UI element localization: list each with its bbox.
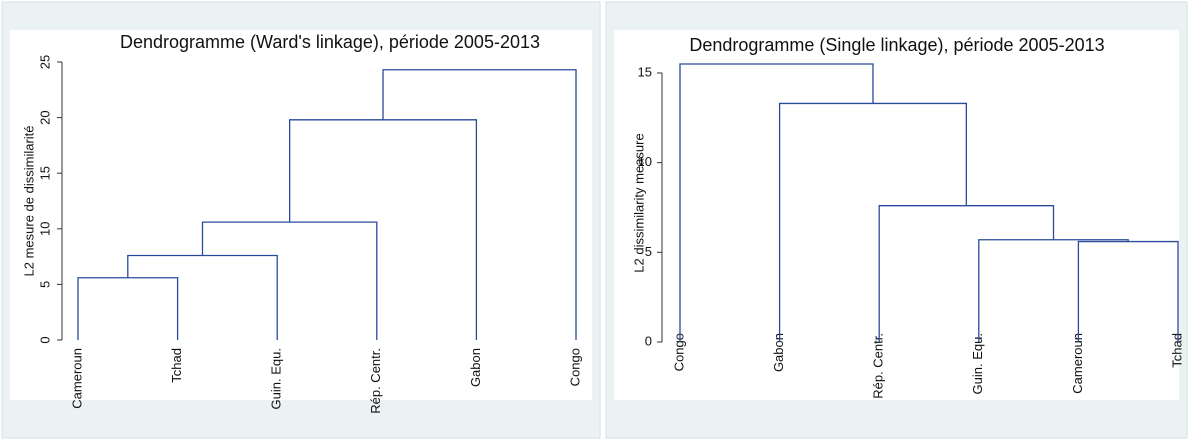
y-axis-label: L2 dissimilarity measure <box>631 133 646 272</box>
y-axis-label: L2 mesure de dissimilarité <box>21 125 36 276</box>
y-tick-label: 0 <box>645 333 652 348</box>
chart-title: Dendrogramme (Ward's linkage), période 2… <box>120 32 540 52</box>
plot-background <box>10 30 592 400</box>
leaf-label: Rép. Centr. <box>368 348 383 414</box>
leaf-label: Guin. Equ. <box>970 333 985 394</box>
leaf-label: Tchad <box>169 348 184 383</box>
y-tick-label: 20 <box>37 110 52 124</box>
leaf-label: Cameroun <box>1070 333 1085 394</box>
leaf-label: Guin. Equ. <box>269 348 284 409</box>
chart-title: Dendrogramme (Single linkage), période 2… <box>689 35 1104 55</box>
y-tick-label: 15 <box>638 64 652 79</box>
dendrogram-link <box>978 239 1129 342</box>
y-tick-label: 0 <box>37 336 52 343</box>
y-tick-label: 10 <box>638 154 652 169</box>
leaf-label: Congo <box>671 333 686 371</box>
plot-background <box>614 30 1179 400</box>
leaf-label: Tchad <box>1169 333 1184 368</box>
leaf-label: Congo <box>567 348 582 386</box>
leaf-label: Rép. Centr. <box>871 333 886 399</box>
y-tick-label: 10 <box>37 222 52 236</box>
dendrogram-link <box>382 69 577 340</box>
leaf-label: Cameroun <box>69 348 84 409</box>
dendrogram-link <box>679 63 874 342</box>
leaf-label: Gabon <box>468 348 483 387</box>
leaf-label: Gabon <box>771 333 786 372</box>
y-tick-label: 15 <box>37 166 52 180</box>
y-tick-label: 25 <box>37 55 52 69</box>
y-tick-label: 5 <box>645 244 652 259</box>
y-tick-label: 5 <box>37 281 52 288</box>
